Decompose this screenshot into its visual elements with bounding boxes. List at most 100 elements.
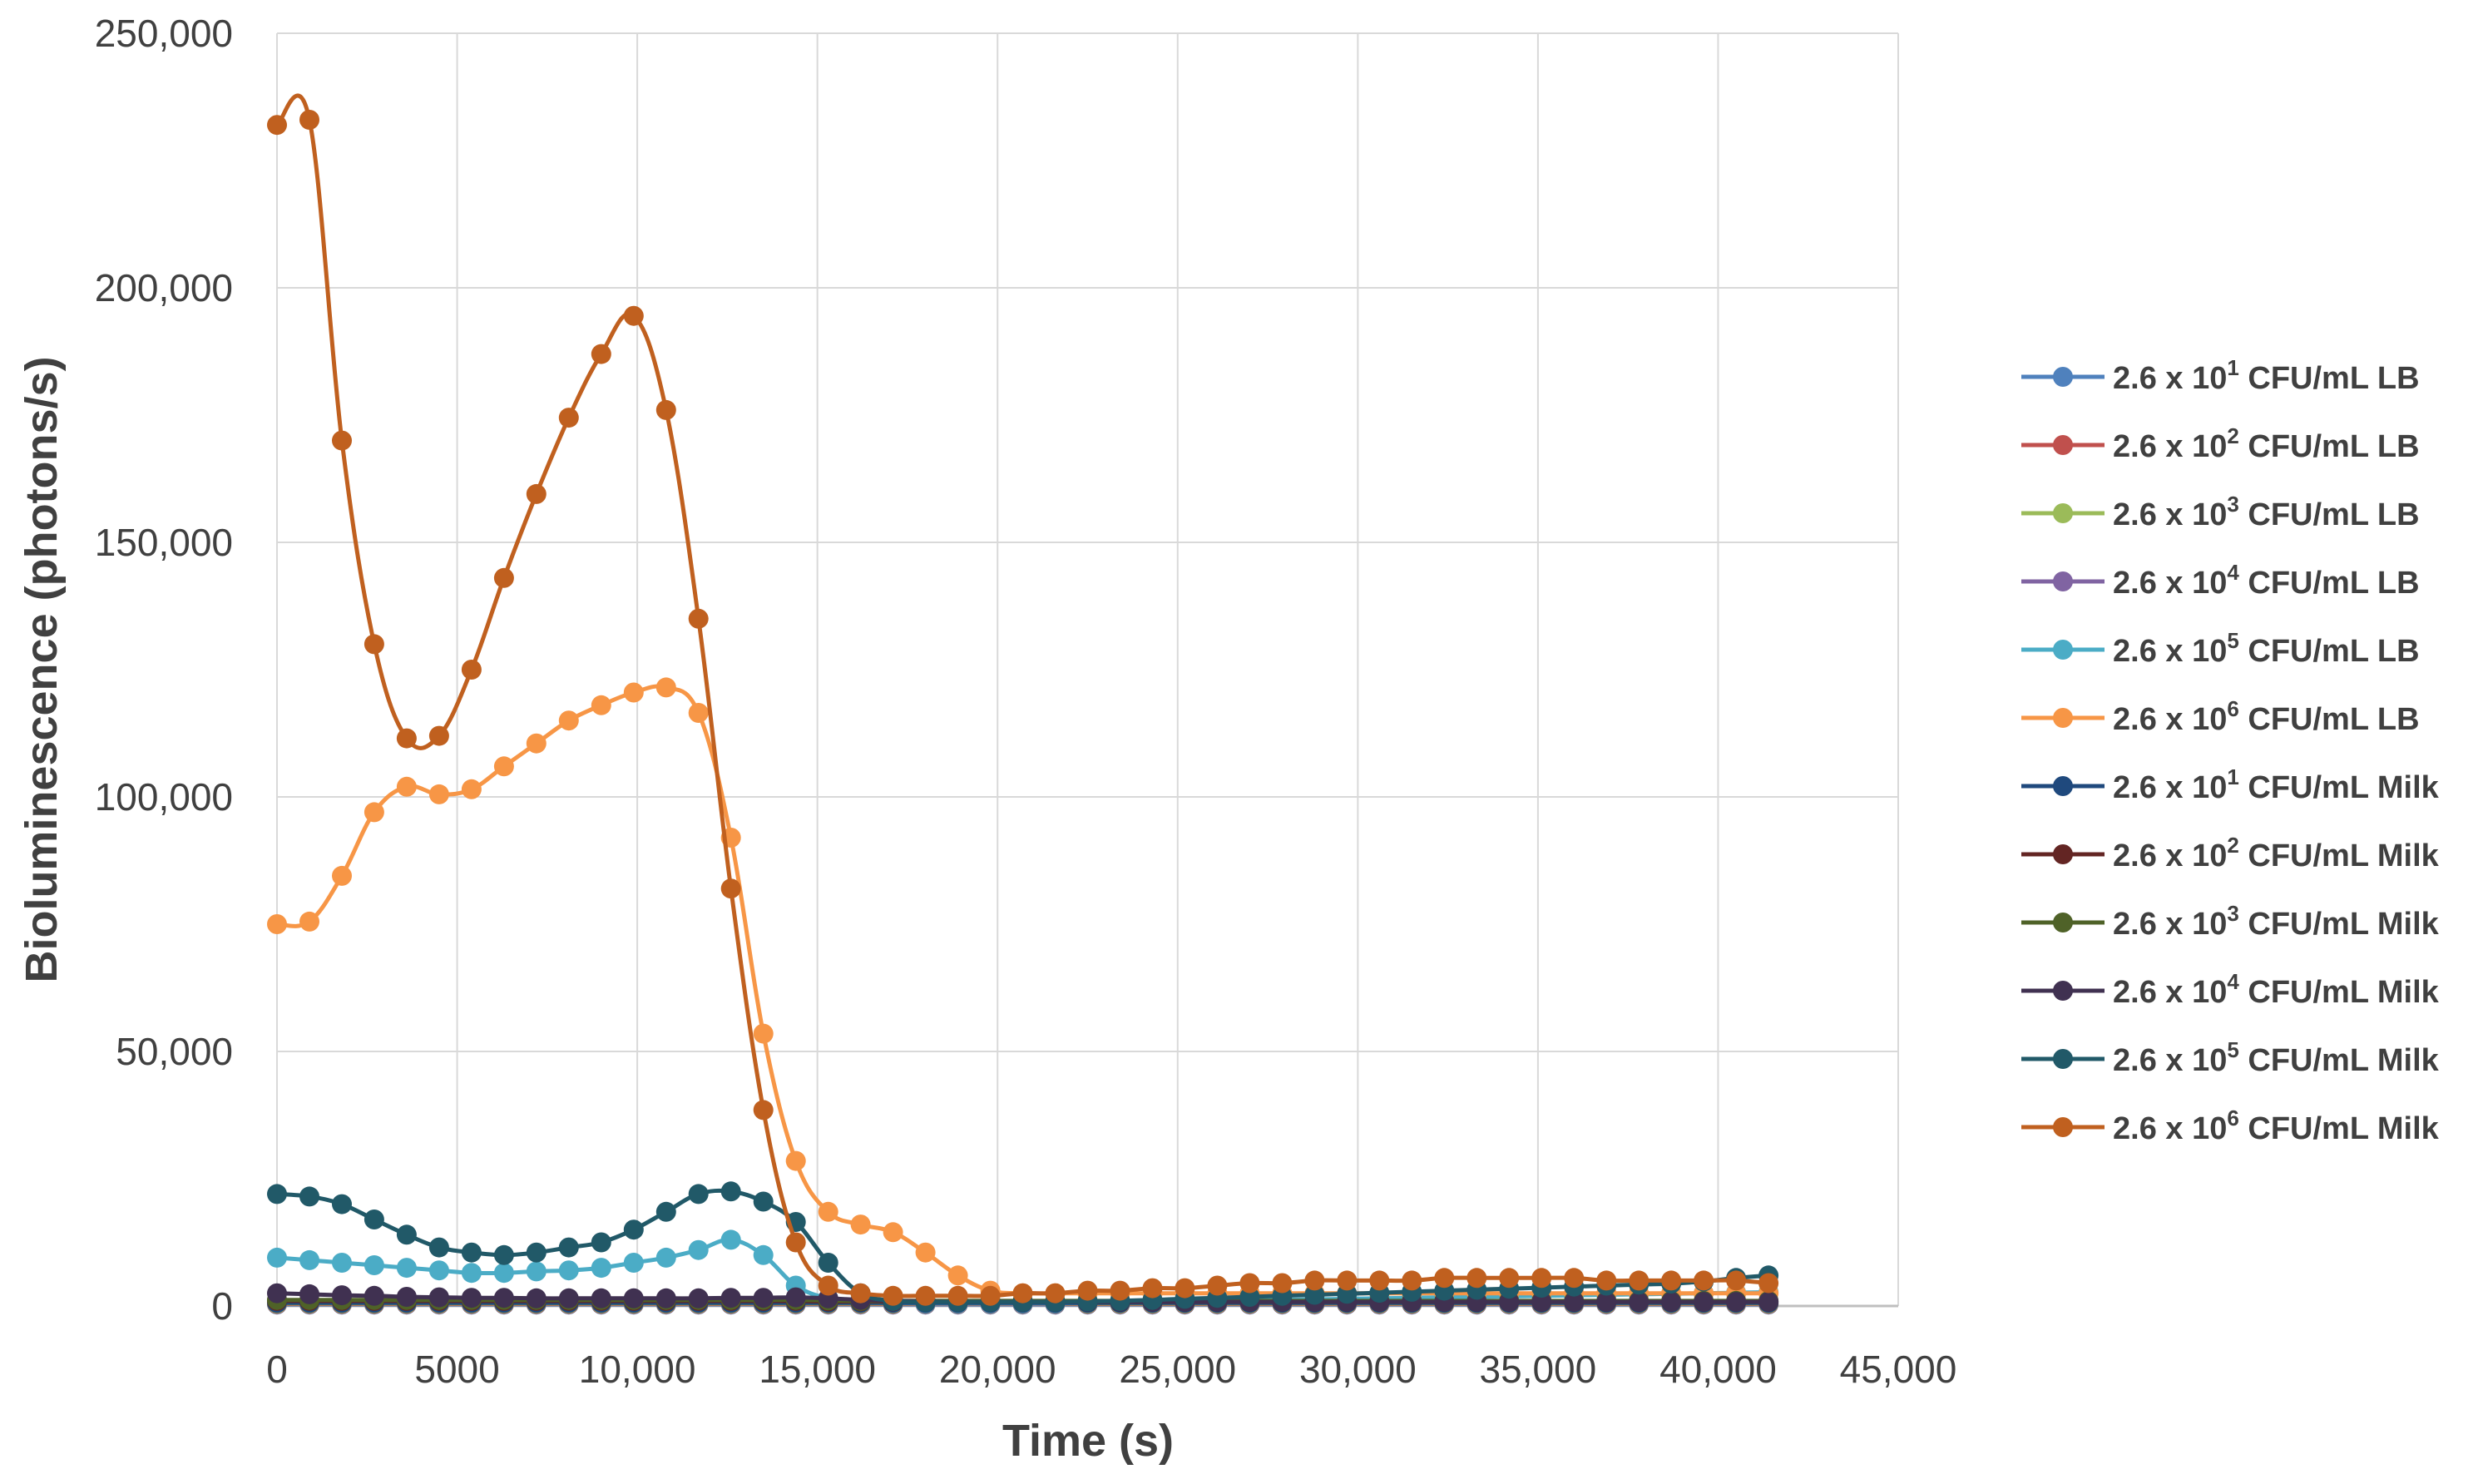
data-point <box>720 1288 741 1308</box>
legend-label: 2.6 x 103 CFU/mL Milk <box>2113 901 2440 942</box>
series-12 <box>267 93 1779 1306</box>
data-point <box>688 703 709 723</box>
data-point <box>850 1214 871 1235</box>
legend-label: 2.6 x 105 CFU/mL LB <box>2113 628 2420 669</box>
legend-swatch-marker <box>2053 435 2073 455</box>
data-point <box>493 1288 514 1308</box>
data-point <box>1629 1292 1650 1313</box>
data-point <box>299 1249 319 1270</box>
y-tick-labels: 0 50,000 100,000 150,000 200,000 250,000 <box>95 12 233 1328</box>
x-axis-title: Time (s) <box>1002 1416 1174 1466</box>
data-point <box>558 710 579 731</box>
data-point <box>461 660 482 680</box>
data-point <box>753 1288 774 1308</box>
data-point <box>915 1242 936 1263</box>
data-point <box>688 1239 709 1260</box>
data-point <box>364 1209 384 1229</box>
legend-item: 2.6 x 105 CFU/mL Milk <box>2021 1037 2440 1078</box>
data-point <box>1142 1278 1163 1298</box>
data-point <box>396 1287 417 1307</box>
legend-item: 2.6 x 104 CFU/mL Milk <box>2021 969 2440 1010</box>
legend-item: 2.6 x 102 CFU/mL LB <box>2021 423 2420 464</box>
legend-swatch-marker <box>2053 708 2073 728</box>
data-point <box>558 1260 579 1281</box>
data-point <box>461 779 482 799</box>
data-point <box>1758 1273 1779 1294</box>
data-point <box>818 1275 838 1296</box>
y-tick-label: 100,000 <box>95 775 233 819</box>
data-point <box>1531 1292 1552 1313</box>
legend-label: 2.6 x 101 CFU/mL Milk <box>2113 764 2440 805</box>
legend-swatch-marker <box>2053 571 2073 591</box>
series-line <box>276 684 1769 1296</box>
data-point <box>785 1232 806 1253</box>
data-point <box>299 1284 319 1304</box>
data-point <box>428 1287 449 1308</box>
data-point <box>591 344 611 364</box>
legend-item: 2.6 x 101 CFU/mL LB <box>2021 355 2420 396</box>
legend-swatch-marker <box>2053 913 2073 932</box>
data-point <box>332 865 352 886</box>
data-point <box>591 1258 611 1279</box>
data-point <box>1045 1283 1066 1303</box>
legend-label: 2.6 x 105 CFU/mL Milk <box>2113 1037 2440 1078</box>
data-point <box>1694 1270 1714 1291</box>
data-point <box>623 1219 644 1240</box>
data-point <box>267 1247 287 1268</box>
data-point <box>526 1288 547 1308</box>
x-tick-label: 15,000 <box>759 1348 876 1391</box>
data-point <box>299 1186 319 1207</box>
data-point <box>1207 1275 1228 1296</box>
data-point <box>818 1253 838 1273</box>
data-point <box>364 634 384 655</box>
y-axis-title: Bioluminescence (photons/s) <box>17 356 67 982</box>
data-point <box>623 305 644 326</box>
data-point <box>850 1283 871 1303</box>
y-tick-label: 50,000 <box>116 1030 233 1073</box>
legend-swatch-marker <box>2053 1117 2073 1137</box>
series-6 <box>267 677 1779 1303</box>
legend-item: 2.6 x 103 CFU/mL LB <box>2021 492 2420 532</box>
data-point <box>1239 1273 1260 1294</box>
data-point <box>493 756 514 777</box>
data-point <box>493 1263 514 1284</box>
legend-item: 2.6 x 101 CFU/mL Milk <box>2021 764 2440 805</box>
legend: 2.6 x 101 CFU/mL LB 2.6 x 102 CFU/mL LB 2.… <box>2021 355 2440 1146</box>
data-point <box>299 911 319 932</box>
legend-swatch-marker <box>2053 776 2073 796</box>
data-point <box>1758 1292 1779 1313</box>
data-point <box>1110 1280 1130 1301</box>
legend-label: 2.6 x 102 CFU/mL Milk <box>2113 833 2440 873</box>
data-point <box>396 1258 417 1279</box>
data-point <box>428 725 449 746</box>
legend-swatch-marker <box>2053 844 2073 864</box>
data-point <box>1564 1292 1585 1313</box>
data-point <box>1694 1292 1714 1313</box>
data-point <box>655 1201 676 1222</box>
data-point <box>591 695 611 715</box>
legend-swatch-marker <box>2053 981 2073 1001</box>
legend-item: 2.6 x 105 CFU/mL LB <box>2021 628 2420 669</box>
data-point <box>558 1237 579 1258</box>
data-point <box>818 1201 838 1222</box>
legend-label: 2.6 x 101 CFU/mL LB <box>2113 355 2420 396</box>
data-point <box>720 1229 741 1250</box>
x-tick-label: 20,000 <box>939 1348 1056 1391</box>
data-point <box>785 1287 806 1308</box>
data-point <box>623 1253 644 1273</box>
data-point <box>332 430 352 451</box>
data-point <box>591 1288 611 1308</box>
legend-item: 2.6 x 106 CFU/mL LB <box>2021 696 2420 737</box>
data-point <box>461 1263 482 1284</box>
data-point <box>1564 1268 1585 1289</box>
data-point <box>1596 1292 1617 1313</box>
data-point <box>1499 1268 1520 1289</box>
legend-label: 2.6 x 104 CFU/mL LB <box>2113 560 2420 601</box>
y-tick-label: 150,000 <box>95 521 233 564</box>
data-point <box>396 728 417 749</box>
data-point <box>655 677 676 698</box>
legend-swatch-marker <box>2053 367 2073 387</box>
data-point <box>493 1244 514 1265</box>
data-point <box>655 1288 676 1308</box>
